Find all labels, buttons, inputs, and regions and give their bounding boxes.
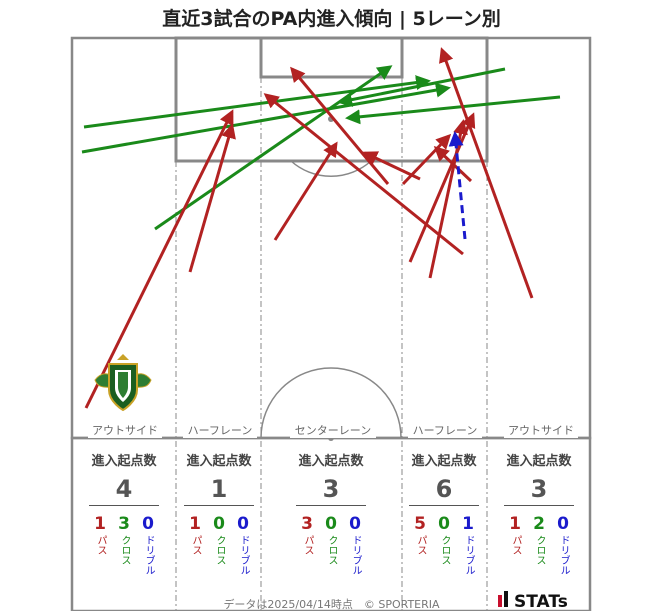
dribble-label: ドリブル xyxy=(238,535,249,575)
pass-count: 1 xyxy=(94,514,106,534)
stats-logo: STATs xyxy=(498,591,568,612)
cross-count: 0 xyxy=(213,514,225,534)
pitch-lines xyxy=(70,36,592,611)
stat-total: 6 xyxy=(409,475,479,506)
cross-label: クロス xyxy=(214,535,225,565)
cross-arrow xyxy=(337,67,506,108)
pass-label: パス xyxy=(190,535,201,555)
cross-arrow xyxy=(83,75,431,129)
cross-count: 0 xyxy=(438,514,450,534)
stat-total: 4 xyxy=(89,475,159,506)
pass-arrow xyxy=(433,145,473,183)
cross-arrows xyxy=(81,65,561,231)
dribble-count: 0 xyxy=(349,514,361,534)
lane-name: センターレーン xyxy=(290,422,376,438)
dribble-label: ドリブル xyxy=(350,535,361,575)
lane-name: ハーフレーン xyxy=(408,422,482,438)
stat-heading: 進入起点数 xyxy=(506,454,572,469)
stat-heading: 進入起点数 xyxy=(91,454,157,469)
pass-label: パス xyxy=(510,535,521,555)
stat-heading: 進入起点数 xyxy=(298,454,364,469)
dribble-label: ドリブル xyxy=(463,535,474,575)
dribble-label: ドリブル xyxy=(143,535,154,575)
stat-total: 1 xyxy=(184,475,254,506)
lane-name: アウトサイド xyxy=(504,422,578,438)
lane-stats: 進入起点数 1 1 パス 0 クロス 0 ドリブル xyxy=(171,450,267,575)
lane-stats: 進入起点数 3 1 パス 2 クロス 0 ドリブル xyxy=(491,450,587,575)
cross-arrow xyxy=(345,95,561,125)
pass-arrow xyxy=(401,133,452,186)
pass-arrows xyxy=(84,47,534,409)
dribble-label: ドリブル xyxy=(558,535,569,575)
footer-note: データは2025/04/14時点 © SPORTERIA xyxy=(223,598,440,611)
pass-arrow xyxy=(273,141,338,241)
cross-count: 2 xyxy=(533,514,545,534)
pass-arrow xyxy=(84,109,234,409)
pass-arrow xyxy=(188,123,236,273)
cross-arrow xyxy=(81,82,451,154)
cross-label: クロス xyxy=(326,535,337,565)
pass-label: パス xyxy=(302,535,313,555)
pass-count: 3 xyxy=(301,514,313,534)
dribble-count: 0 xyxy=(557,514,569,534)
logo-text: STATs xyxy=(514,592,568,612)
dribble-arrows xyxy=(448,131,467,240)
cross-count: 3 xyxy=(118,514,130,534)
pass-label: パス xyxy=(415,535,426,555)
dribble-count: 0 xyxy=(237,514,249,534)
pass-count: 1 xyxy=(189,514,201,534)
stat-total: 3 xyxy=(296,475,366,506)
cross-label: クロス xyxy=(439,535,450,565)
stat-heading: 進入起点数 xyxy=(186,454,252,469)
lane-name: ハーフレーン xyxy=(183,422,257,438)
pass-arrow xyxy=(439,47,534,299)
lane-stats: 進入起点数 4 1 パス 3 クロス 0 ドリブル xyxy=(76,450,172,575)
pass-count: 1 xyxy=(509,514,521,534)
pass-label: パス xyxy=(95,535,106,555)
lane-name: アウトサイド xyxy=(88,422,162,438)
page-title: 直近3試合のPA内進入傾向 | 5レーン別 xyxy=(162,8,501,30)
club-crest-icon xyxy=(94,354,152,412)
dribble-arrow xyxy=(448,131,467,240)
cross-label: クロス xyxy=(119,535,130,565)
lane-stats: 進入起点数 3 3 パス 0 クロス 0 ドリブル xyxy=(283,450,379,575)
pass-count: 5 xyxy=(414,514,426,534)
cross-count: 0 xyxy=(325,514,337,534)
stat-total: 3 xyxy=(504,475,574,506)
cross-label: クロス xyxy=(534,535,545,565)
dribble-count: 0 xyxy=(142,514,154,534)
pass-arrow xyxy=(263,93,464,256)
cross-arrow xyxy=(154,65,393,231)
dribble-count: 1 xyxy=(462,514,474,534)
pass-arrow xyxy=(408,112,476,263)
lane-stats: 進入起点数 6 5 パス 0 クロス 1 ドリブル xyxy=(396,450,492,575)
stat-heading: 進入起点数 xyxy=(411,454,477,469)
